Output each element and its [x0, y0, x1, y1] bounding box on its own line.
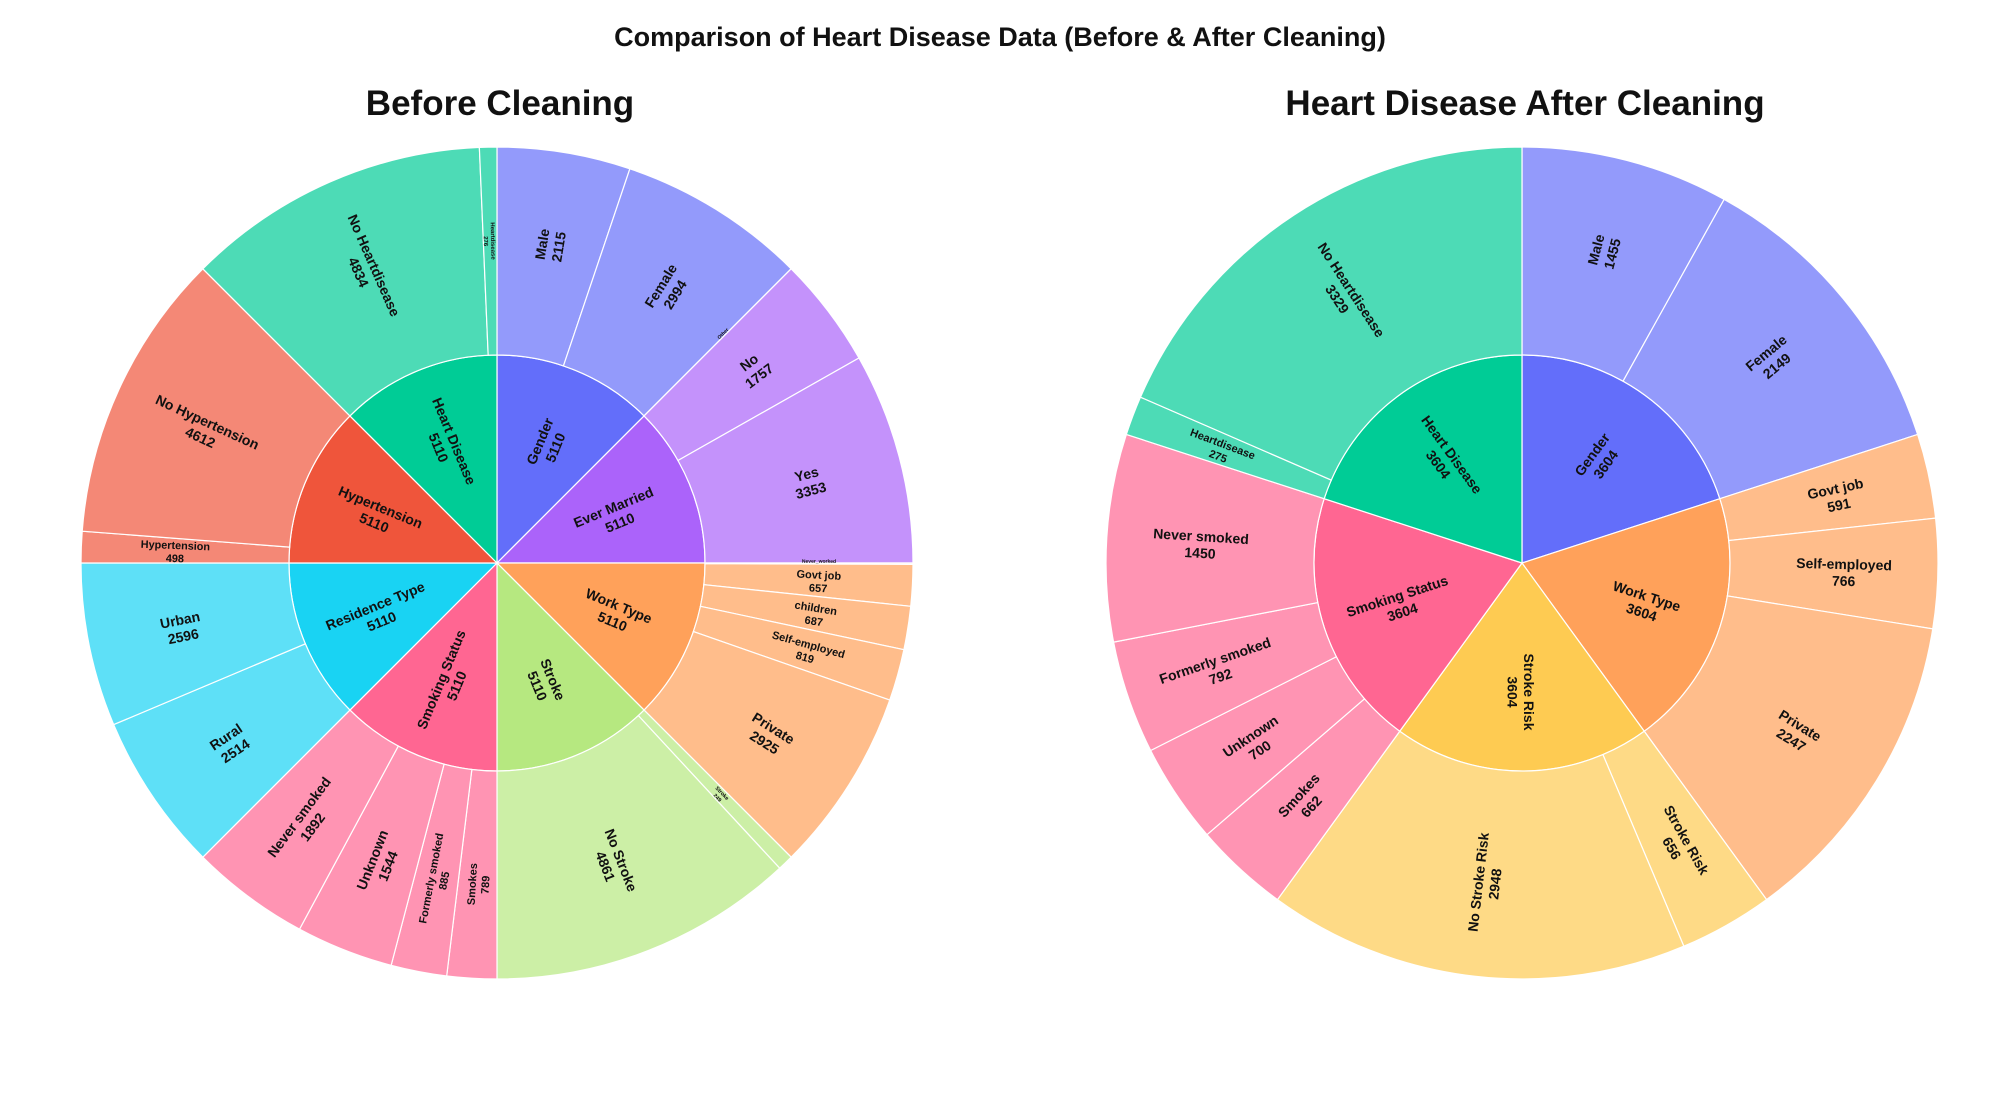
after-heart-disease-no-heartdisease-segment[interactable]: [1139, 146, 1523, 481]
before-ever-married-yes-label: Yes3353: [789, 462, 828, 502]
before-residence-type-urban-label: Urban2596: [159, 608, 205, 648]
after-work-type-private-segment[interactable]: [1643, 595, 1934, 901]
after-chart-title: Heart Disease After Cleaning: [1285, 84, 1765, 123]
before-gender-male-label: Male2115: [532, 227, 569, 263]
before-heart-disease-heartdisease-segment[interactable]: [478, 146, 498, 356]
before-work-type-govt-job-label: Govt job657: [795, 569, 841, 597]
before-heart-disease-no-heartdisease-segment[interactable]: [201, 146, 489, 417]
after-gender-male-label: Male1455: [1584, 232, 1624, 271]
before-hypertension-no-hypertension-segment[interactable]: [81, 267, 351, 548]
after-gender-female-segment[interactable]: [1622, 198, 1919, 500]
before-work-type-children-label: children687: [792, 600, 838, 632]
after-work-type-self-employed-label: Self-employed766: [1796, 555, 1893, 590]
before-chart-title: Before Cleaning: [365, 84, 635, 123]
sunburst-before-cleaning: Gender5110Male2115Female2994Other1Ever M…: [80, 146, 914, 980]
before-hypertension-hypertension-label: Hypertension498: [140, 539, 210, 567]
before-stroke-no-stroke-segment[interactable]: [496, 714, 781, 980]
before-heart-disease-heartdisease-label: Heartdisease276: [481, 222, 495, 260]
before-gender-female-label: Female2994: [641, 261, 694, 319]
before-smoking-status-smokes-label: Smokes789: [466, 863, 494, 907]
after-stroke-risk-no-stroke-risk-segment[interactable]: [1276, 730, 1685, 980]
after-stroke-risk-label: Stroke Risk3604: [1504, 653, 1537, 730]
after-smoking-status-never-smoked-label: Never smoked1450: [1152, 525, 1250, 564]
figure-title: Comparison of Heart Disease Data (Before…: [614, 22, 1386, 52]
